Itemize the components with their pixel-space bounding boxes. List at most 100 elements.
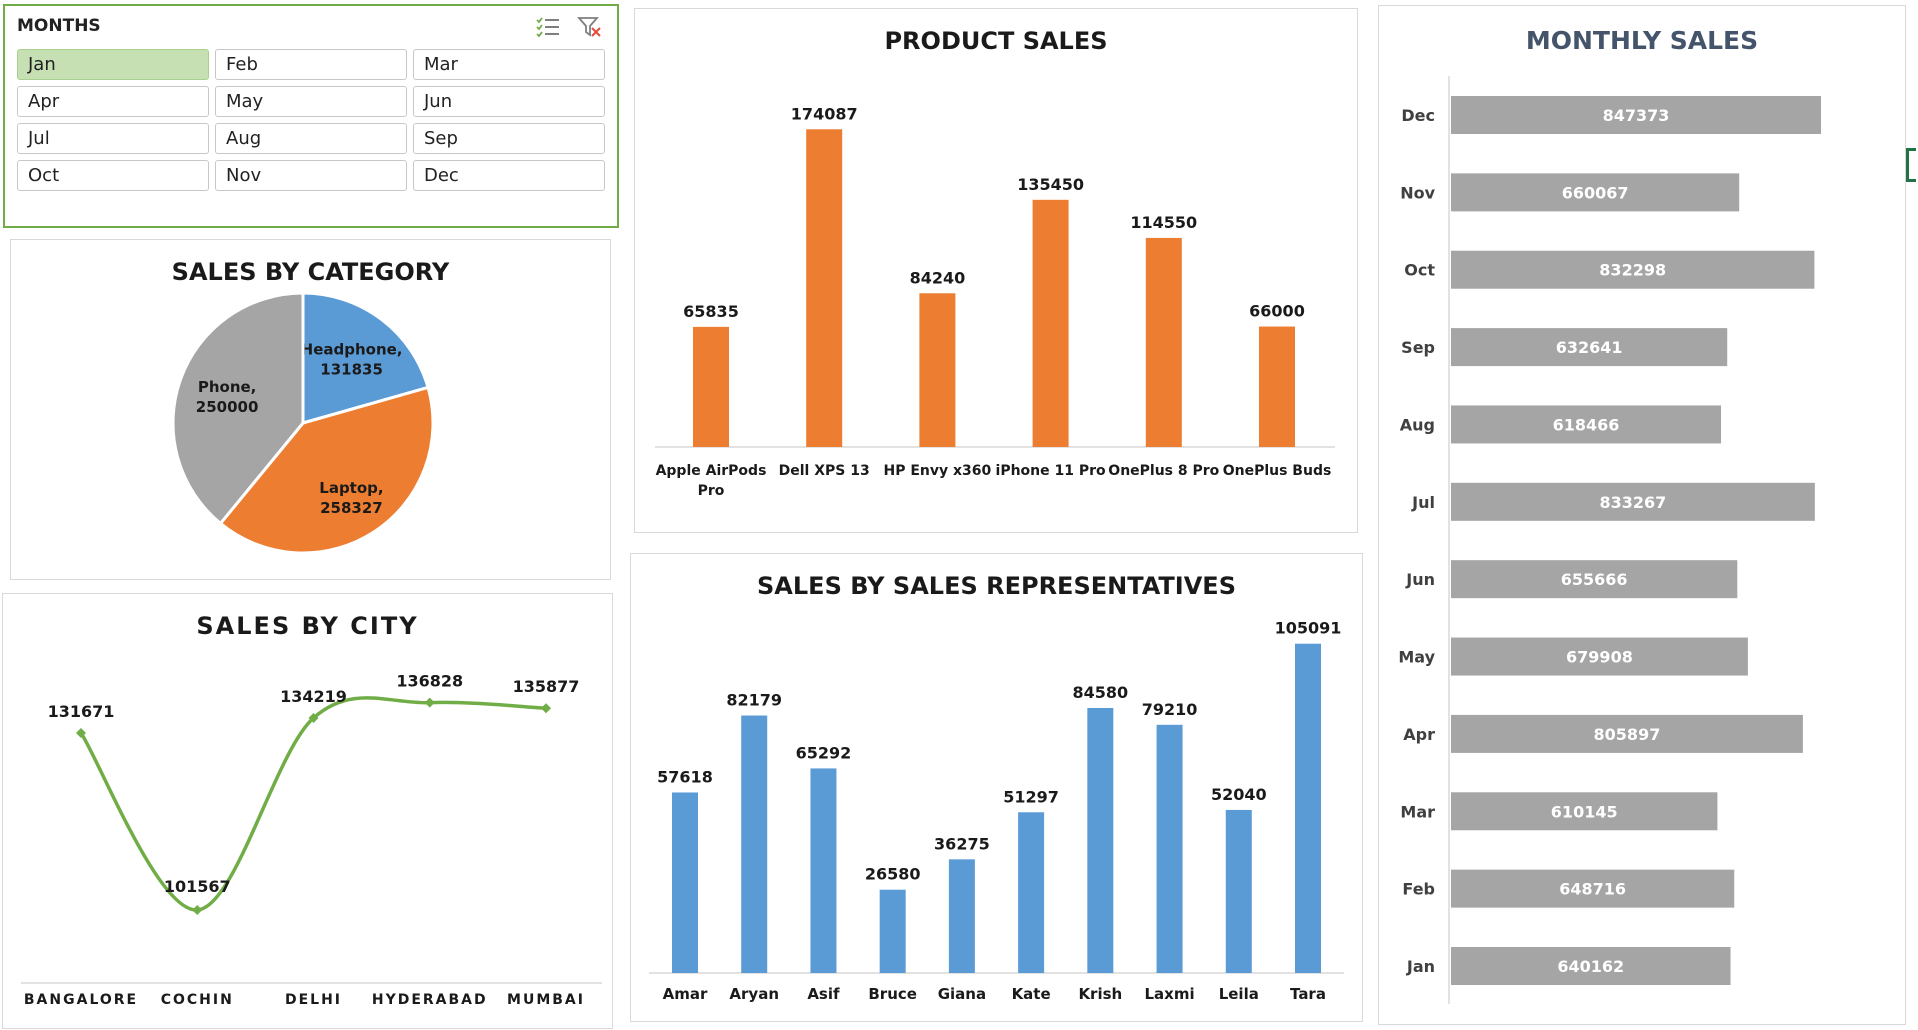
cell-cursor-edge: [1906, 148, 1916, 182]
product-data-label-oneplus-8-pro: 114550: [1130, 213, 1197, 232]
slicer-item-jan[interactable]: Jan: [17, 49, 209, 80]
city-point-cochin: [192, 904, 203, 915]
product-tick-apple-airpods-pro-line2: Pro: [698, 483, 725, 499]
monthly-bar-jun: [1451, 560, 1738, 599]
slicer-item-sep[interactable]: Sep: [413, 123, 605, 154]
slicer-item-aug[interactable]: Aug: [215, 123, 407, 154]
reps-tick-bruce: Bruce: [868, 985, 917, 1003]
slicer-item-dec[interactable]: Dec: [413, 160, 605, 191]
slicer-header: MONTHS: [17, 16, 101, 36]
monthly-chart-title: MONTHLY SALES: [1525, 26, 1759, 55]
product-tick-oneplus-buds: OnePlus Buds: [1223, 463, 1332, 479]
reps-data-label-tara: 105091: [1275, 619, 1342, 638]
reps-tick-laxmi: Laxmi: [1144, 985, 1194, 1003]
monthly-data-label-may: 679908: [1566, 648, 1633, 667]
reps-tick-amar: Amar: [663, 985, 708, 1003]
product-bar-apple-airpods-pro: [693, 326, 729, 447]
monthly-bar-jan: [1451, 947, 1731, 985]
reps-bar-krish: [1087, 707, 1114, 973]
monthly-data-label-feb: 648716: [1559, 880, 1626, 899]
product-data-label-apple-airpods-pro: 65835: [683, 302, 739, 321]
clear-filter-icon[interactable]: [577, 16, 603, 38]
product-chart-panel: PRODUCT SALES 65835 Apple AirPods Pro 17408…: [634, 8, 1358, 533]
city-data-label-bangalore: 131671: [48, 702, 115, 721]
product-data-label-hp-envy-x360: 84240: [910, 268, 966, 287]
monthly-tick-jan: Jan: [1406, 957, 1435, 976]
city-chart-panel: SALES BY CITY 131671 BANGALORE 101567 COCHI…: [2, 593, 613, 1029]
product-tick-hp-envy-x360: HP Envy x360: [884, 463, 992, 479]
city-line-chart: 131671 BANGALORE 101567 COCHIN 134219 DELHI 13…: [21, 672, 602, 1008]
pie-label-phone: Phone,: [198, 378, 257, 396]
category-chart-title: SALES BY CATEGORY: [171, 258, 450, 286]
monthly-bar-nov: [1451, 173, 1740, 212]
slicer-item-oct[interactable]: Oct: [17, 160, 209, 191]
city-point-hyderabad: [424, 697, 435, 708]
slicer-item-nov[interactable]: Nov: [215, 160, 407, 191]
monthly-bar-may: [1451, 637, 1748, 676]
multi-select-icon[interactable]: [535, 16, 561, 38]
monthly-bar-chart: 847373 Dec 660067 Nov 832298 Oct 632641 Sep 6184…: [1398, 76, 1821, 1004]
product-bar-iphone-11-pro: [1032, 199, 1069, 447]
product-data-label-oneplus-buds: 66000: [1249, 302, 1305, 321]
category-chart-panel: SALES BY CATEGORY Headphone, 131835 Laptop…: [10, 239, 611, 580]
reps-bar-tara: [1295, 643, 1321, 973]
slicer-item-mar[interactable]: Mar: [413, 49, 605, 80]
pie-value-headphone: 131835: [320, 361, 383, 379]
reps-tick-aryan: Aryan: [729, 985, 779, 1003]
product-tick-dell-xps-13: Dell XPS 13: [779, 463, 870, 479]
monthly-bar-dec: [1451, 96, 1821, 134]
product-data-label-iphone-11-pro: 135450: [1017, 175, 1084, 194]
reps-bar-giana: [948, 859, 975, 973]
monthly-data-label-mar: 610145: [1551, 802, 1618, 821]
monthly-bar-jul: [1451, 482, 1815, 521]
pie-slice-phone: [171, 291, 305, 526]
monthly-data-label-apr: 805897: [1594, 725, 1661, 744]
pie-label-laptop: Laptop,: [319, 479, 383, 497]
reps-data-label-amar: 57618: [657, 767, 713, 786]
reps-tick-asif: Asif: [807, 985, 840, 1003]
monthly-data-label-oct: 832298: [1599, 261, 1666, 280]
reps-data-label-aryan: 82179: [726, 691, 782, 710]
monthly-chart-panel: MONTHLY SALES 847373 Dec 660067 Nov 832298 Oc…: [1378, 5, 1906, 1025]
product-tick-iphone-11-pro: iPhone 11 Pro: [996, 463, 1107, 479]
pie-slice-headphone: [301, 291, 430, 425]
slicer-item-jun[interactable]: Jun: [413, 86, 605, 117]
product-data-label-dell-xps-13: 174087: [791, 104, 858, 123]
monthly-tick-may: May: [1398, 648, 1435, 667]
city-point-mumbai: [541, 703, 551, 714]
monthly-data-label-jul: 833267: [1600, 493, 1667, 512]
reps-chart-panel: SALES BY SALES REPRESENTATIVES 57618 Amar…: [630, 553, 1363, 1022]
months-slicer: MONTHS Jan Feb Mar Apr May Jun Jul Aug Sep Oct Nov…: [3, 4, 619, 228]
monthly-tick-aug: Aug: [1400, 415, 1435, 434]
slicer-item-jul[interactable]: Jul: [17, 123, 209, 154]
pie-label-headphone: Headphone,: [301, 341, 403, 359]
reps-bar-amar: [672, 792, 698, 973]
product-bar-oneplus-8-pro: [1145, 237, 1182, 447]
slicer-item-may[interactable]: May: [215, 86, 407, 117]
monthly-bar-aug: [1451, 405, 1722, 444]
city-tick-bangalore: BANGALORE: [24, 992, 138, 1008]
city-chart-title: SALES BY CITY: [196, 612, 419, 640]
monthly-tick-sep: Sep: [1401, 338, 1435, 357]
monthly-tick-jun: Jun: [1405, 570, 1435, 589]
city-series-line: [79, 696, 547, 912]
city-data-label-cochin: 101567: [164, 877, 231, 896]
product-bar-dell-xps-13: [806, 129, 843, 447]
reps-data-label-asif: 65292: [796, 743, 852, 762]
reps-bar-aryan: [741, 715, 768, 973]
monthly-data-label-dec: 847373: [1603, 106, 1670, 125]
reps-bar-bruce: [879, 889, 906, 973]
product-tick-oneplus-8-pro: OnePlus 8 Pro: [1108, 463, 1219, 479]
city-tick-delhi: DELHI: [285, 992, 342, 1008]
product-tick-apple-airpods-pro: Apple AirPods: [656, 463, 767, 479]
product-chart-title: PRODUCT SALES: [884, 27, 1108, 55]
monthly-tick-apr: Apr: [1403, 725, 1435, 744]
reps-tick-tara: Tara: [1290, 985, 1326, 1003]
monthly-tick-feb: Feb: [1402, 880, 1435, 899]
monthly-tick-mar: Mar: [1400, 802, 1435, 821]
slicer-item-feb[interactable]: Feb: [215, 49, 407, 80]
monthly-data-label-sep: 632641: [1556, 338, 1623, 357]
reps-bar-kate: [1018, 812, 1045, 973]
city-tick-mumbai: MUMBAI: [507, 992, 585, 1008]
slicer-item-apr[interactable]: Apr: [17, 86, 209, 117]
